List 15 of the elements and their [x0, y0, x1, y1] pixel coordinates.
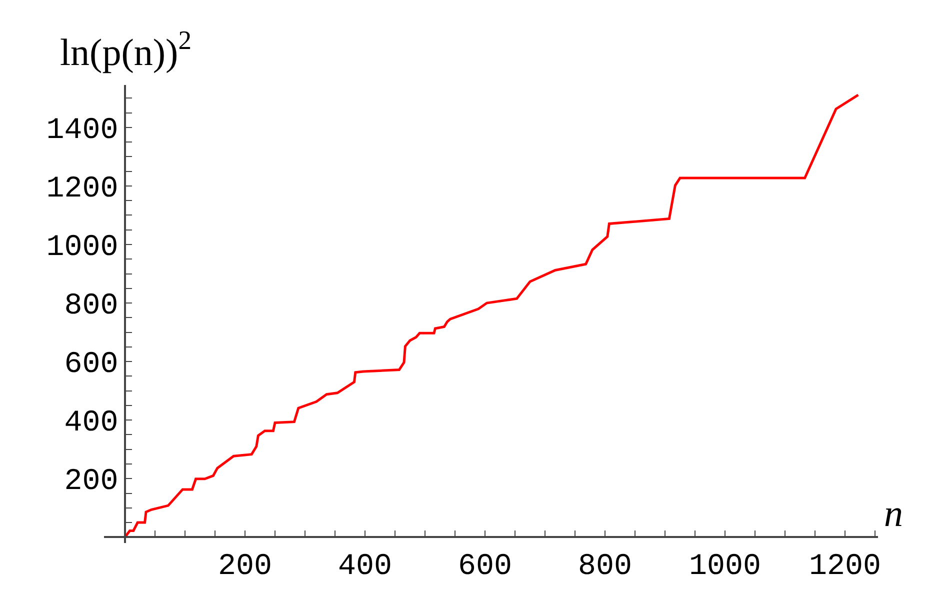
- y-tick-label: 800: [64, 290, 118, 324]
- x-tick-label: 200: [218, 550, 272, 584]
- x-tick-label: 800: [578, 550, 632, 584]
- y-axis-title: ln(p(n))$^{2}$: [60, 25, 192, 74]
- y-tick-label: 200: [64, 465, 118, 500]
- x-tick-label: 1200: [808, 550, 882, 584]
- y-tick-label: 600: [64, 348, 118, 382]
- y-tick-label: 1400: [46, 114, 118, 148]
- x-tick-label: 1000: [688, 550, 762, 584]
- x-tick-label: 600: [458, 550, 512, 584]
- y-tick-label: 1200: [46, 172, 118, 206]
- y-tick-label: 400: [64, 406, 118, 441]
- y-tick-label: 1000: [46, 231, 118, 265]
- x-tick-label: 400: [338, 550, 392, 584]
- x-axis-title: n: [884, 493, 903, 535]
